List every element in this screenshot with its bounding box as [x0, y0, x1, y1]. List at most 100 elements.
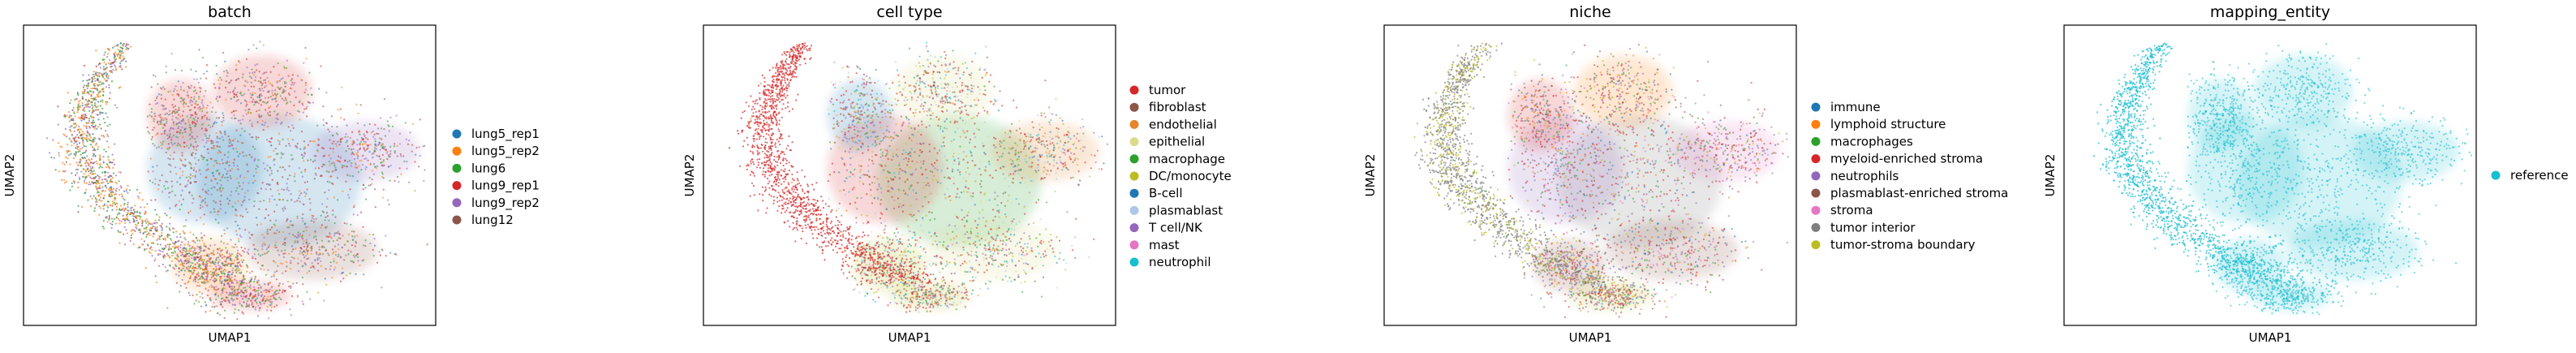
point — [285, 144, 287, 148]
point — [235, 295, 238, 297]
point — [883, 137, 885, 140]
point — [98, 84, 101, 86]
point — [230, 111, 233, 114]
point — [125, 208, 127, 210]
point — [192, 146, 196, 149]
point — [920, 98, 922, 101]
point — [178, 114, 180, 116]
point — [233, 312, 236, 314]
point — [117, 43, 119, 46]
point — [389, 179, 391, 182]
point — [95, 65, 97, 67]
point — [158, 238, 161, 240]
point — [215, 131, 217, 135]
point — [221, 176, 224, 179]
point — [106, 209, 109, 213]
point — [247, 189, 249, 192]
point — [281, 97, 283, 100]
point — [1004, 243, 1008, 247]
point — [978, 93, 981, 95]
point — [94, 80, 97, 82]
point — [299, 252, 301, 255]
point — [987, 243, 991, 247]
point — [406, 143, 410, 145]
point — [1039, 218, 1042, 221]
point — [886, 149, 888, 152]
point — [177, 80, 180, 83]
point — [168, 196, 170, 199]
point — [217, 100, 219, 102]
point — [297, 75, 299, 77]
point — [75, 140, 77, 143]
point — [118, 66, 121, 68]
point — [972, 242, 975, 245]
point — [171, 190, 174, 192]
point — [202, 223, 205, 226]
point — [140, 206, 142, 209]
point — [105, 180, 109, 183]
point — [191, 104, 193, 106]
point — [248, 119, 252, 122]
point — [94, 149, 97, 152]
point — [151, 136, 154, 139]
point — [236, 295, 239, 297]
point — [321, 210, 324, 213]
point — [903, 75, 905, 78]
point — [378, 251, 381, 253]
point — [230, 80, 233, 82]
point — [230, 262, 233, 265]
point — [875, 138, 879, 140]
point — [248, 133, 251, 136]
point — [318, 246, 320, 248]
point — [106, 133, 109, 136]
point — [373, 133, 376, 136]
point — [82, 175, 84, 178]
point — [191, 267, 194, 269]
point — [226, 243, 229, 245]
point — [204, 201, 207, 204]
point — [349, 272, 351, 275]
point — [190, 144, 192, 147]
point — [222, 116, 225, 119]
point — [166, 120, 168, 123]
point — [70, 153, 72, 155]
point — [246, 299, 249, 302]
point — [281, 91, 284, 94]
point — [1025, 141, 1027, 144]
point — [116, 106, 118, 109]
point — [103, 54, 105, 56]
point — [102, 161, 105, 163]
point — [1012, 182, 1014, 184]
point — [325, 268, 327, 270]
point — [145, 222, 148, 224]
point — [164, 266, 167, 269]
point — [177, 142, 179, 145]
point — [1046, 248, 1048, 251]
point — [99, 196, 101, 199]
point — [243, 286, 245, 290]
point — [1059, 156, 1061, 159]
point — [320, 203, 324, 205]
point — [258, 283, 260, 286]
point — [251, 233, 253, 236]
point — [1088, 175, 1091, 178]
point — [89, 172, 92, 174]
point — [97, 80, 99, 82]
point — [107, 135, 110, 137]
point — [954, 264, 957, 266]
point — [178, 177, 182, 179]
point — [951, 86, 954, 89]
point — [243, 282, 246, 284]
point — [957, 187, 959, 190]
point — [174, 240, 177, 243]
point — [111, 193, 114, 196]
point — [159, 123, 162, 126]
point — [1098, 136, 1100, 138]
point — [109, 92, 111, 94]
point — [1043, 176, 1046, 179]
point — [226, 296, 229, 299]
point — [63, 163, 66, 166]
point — [267, 111, 269, 114]
point — [67, 157, 69, 160]
point — [256, 303, 259, 305]
